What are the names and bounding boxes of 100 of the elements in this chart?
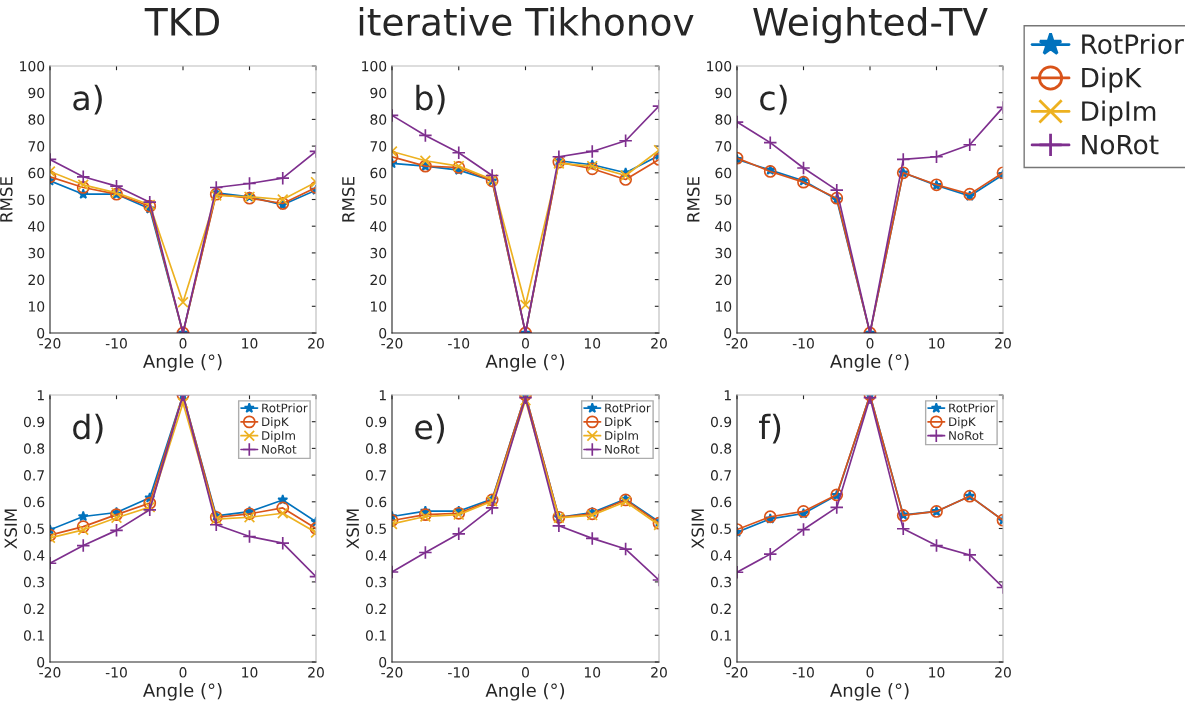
y-tick-label: 70	[370, 141, 387, 152]
y-tick-label: 40	[370, 221, 387, 232]
legend-label: RotPrior	[1082, 33, 1184, 55]
y-tick-label: 0.9	[365, 416, 387, 428]
x-tick-label: 10	[929, 338, 945, 349]
y-tick-label: 30	[370, 247, 387, 259]
annotation: f)	[759, 413, 781, 444]
legend-label: DipK	[262, 417, 289, 429]
y-tick-label: 0.2	[23, 603, 44, 615]
x-tick-label: 10	[242, 667, 258, 678]
x-tick-label: 10	[929, 667, 945, 678]
legend-label: DipK	[605, 417, 632, 429]
x-tick-label: 10	[242, 338, 258, 349]
y-tick-label: 100	[20, 60, 45, 72]
legend-label: NoRot	[605, 444, 640, 454]
y-tick-label: 70	[715, 141, 732, 152]
y-tick-label: 40	[28, 221, 45, 232]
x-tick-label: -10	[105, 338, 127, 349]
y-tick-label: 10	[28, 301, 45, 312]
x-axis-title: Angle (°)	[485, 354, 565, 372]
x-tick-label: -20	[726, 667, 748, 678]
y-tick-label: 60	[28, 167, 45, 179]
x-tick-label: 20	[995, 338, 1011, 349]
y-tick-label: 80	[28, 114, 45, 125]
y-axis-title: RMSE	[342, 177, 355, 222]
x-tick-label: 0	[522, 667, 529, 678]
y-tick-label: 0.4	[710, 550, 732, 561]
y-tick-label: 0	[724, 327, 732, 339]
y-tick-label: 50	[370, 194, 387, 205]
x-axis-title: Angle (°)	[830, 354, 909, 372]
legend-label: DipK	[949, 417, 976, 429]
y-tick-label: 0.8	[710, 443, 732, 454]
x-tick-label: 20	[308, 338, 324, 349]
y-tick-label: 0.1	[23, 630, 44, 641]
y-tick-label: 0.7	[365, 470, 386, 481]
y-axis-title: XSIM	[346, 509, 360, 549]
annotation: d)	[73, 413, 103, 444]
y-tick-label: 0.7	[710, 470, 731, 481]
legend-label: RotPrior	[605, 403, 651, 413]
x-tick-label: -10	[448, 667, 470, 678]
legend-label: NoRot	[949, 431, 984, 440]
x-tick-label: -10	[448, 338, 470, 349]
y-tick-label: 30	[715, 247, 732, 259]
y-tick-label: 0.8	[23, 443, 45, 454]
x-tick-label: -10	[792, 338, 814, 349]
x-tick-label: 0	[522, 338, 529, 349]
y-tick-label: 0.9	[23, 416, 45, 428]
x-tick-label: 20	[308, 667, 324, 678]
y-tick-label: 90	[370, 87, 387, 99]
x-tick-label: 20	[651, 338, 667, 349]
y-tick-label: 10	[370, 301, 387, 312]
x-tick-label: 20	[995, 667, 1011, 678]
chart-title: TKD	[144, 8, 219, 36]
legend-label: DipIm	[1082, 100, 1156, 127]
y-tick-label: 0	[379, 656, 387, 668]
y-tick-label: 20	[370, 274, 387, 286]
y-tick-label: 100	[707, 60, 732, 72]
y-tick-label: 60	[370, 167, 387, 179]
x-axis-title: Angle (°)	[143, 354, 222, 372]
y-tick-label: 0.1	[710, 630, 731, 641]
x-tick-label: 0	[179, 667, 187, 678]
annotation: a)	[73, 84, 102, 115]
y-tick-label: 80	[715, 114, 732, 125]
y-tick-label: 0	[37, 327, 45, 339]
x-tick-label: -20	[39, 667, 61, 678]
annotation: e)	[415, 413, 445, 444]
y-tick-label: 0.9	[710, 416, 732, 428]
y-tick-label: 70	[28, 141, 45, 152]
y-tick-label: 60	[715, 167, 732, 179]
y-tick-label: 0.3	[23, 576, 45, 588]
y-axis-title: RMSE	[687, 177, 700, 222]
chart-title: Weighted-TV	[753, 6, 988, 44]
y-tick-label: 90	[28, 87, 45, 99]
x-tick-label: 0	[866, 338, 874, 349]
y-tick-label: 50	[715, 194, 732, 205]
y-tick-label: 10	[715, 301, 732, 312]
annotation: c)	[760, 84, 787, 115]
chart-title: iterative Tikhonov	[359, 6, 694, 36]
y-tick-label: 0.5	[365, 523, 386, 534]
y-tick-label: 1	[724, 390, 731, 401]
y-tick-label: 100	[362, 60, 387, 72]
y-tick-label: 1	[379, 390, 386, 401]
y-tick-label: 0.2	[365, 603, 386, 615]
y-axis-title: XSIM	[4, 509, 18, 549]
y-tick-label: 0.6	[23, 496, 45, 508]
x-axis-title: Angle (°)	[830, 683, 909, 701]
x-tick-label: -10	[792, 667, 814, 678]
legend-label: NoRot	[262, 444, 297, 454]
x-tick-label: -20	[381, 338, 403, 349]
x-tick-label: -10	[105, 667, 127, 678]
x-tick-label: -20	[381, 667, 403, 678]
x-tick-label: 10	[584, 667, 601, 678]
x-tick-label: 20	[651, 667, 667, 678]
y-tick-label: 0	[724, 656, 732, 668]
legend-label: DipK	[1082, 67, 1142, 93]
x-tick-label: 0	[179, 338, 187, 349]
y-axis-title: XSIM	[691, 509, 705, 549]
y-axis-title: RMSE	[0, 177, 13, 222]
x-tick-label: -20	[726, 338, 748, 349]
x-axis-title: Angle (°)	[143, 683, 222, 701]
